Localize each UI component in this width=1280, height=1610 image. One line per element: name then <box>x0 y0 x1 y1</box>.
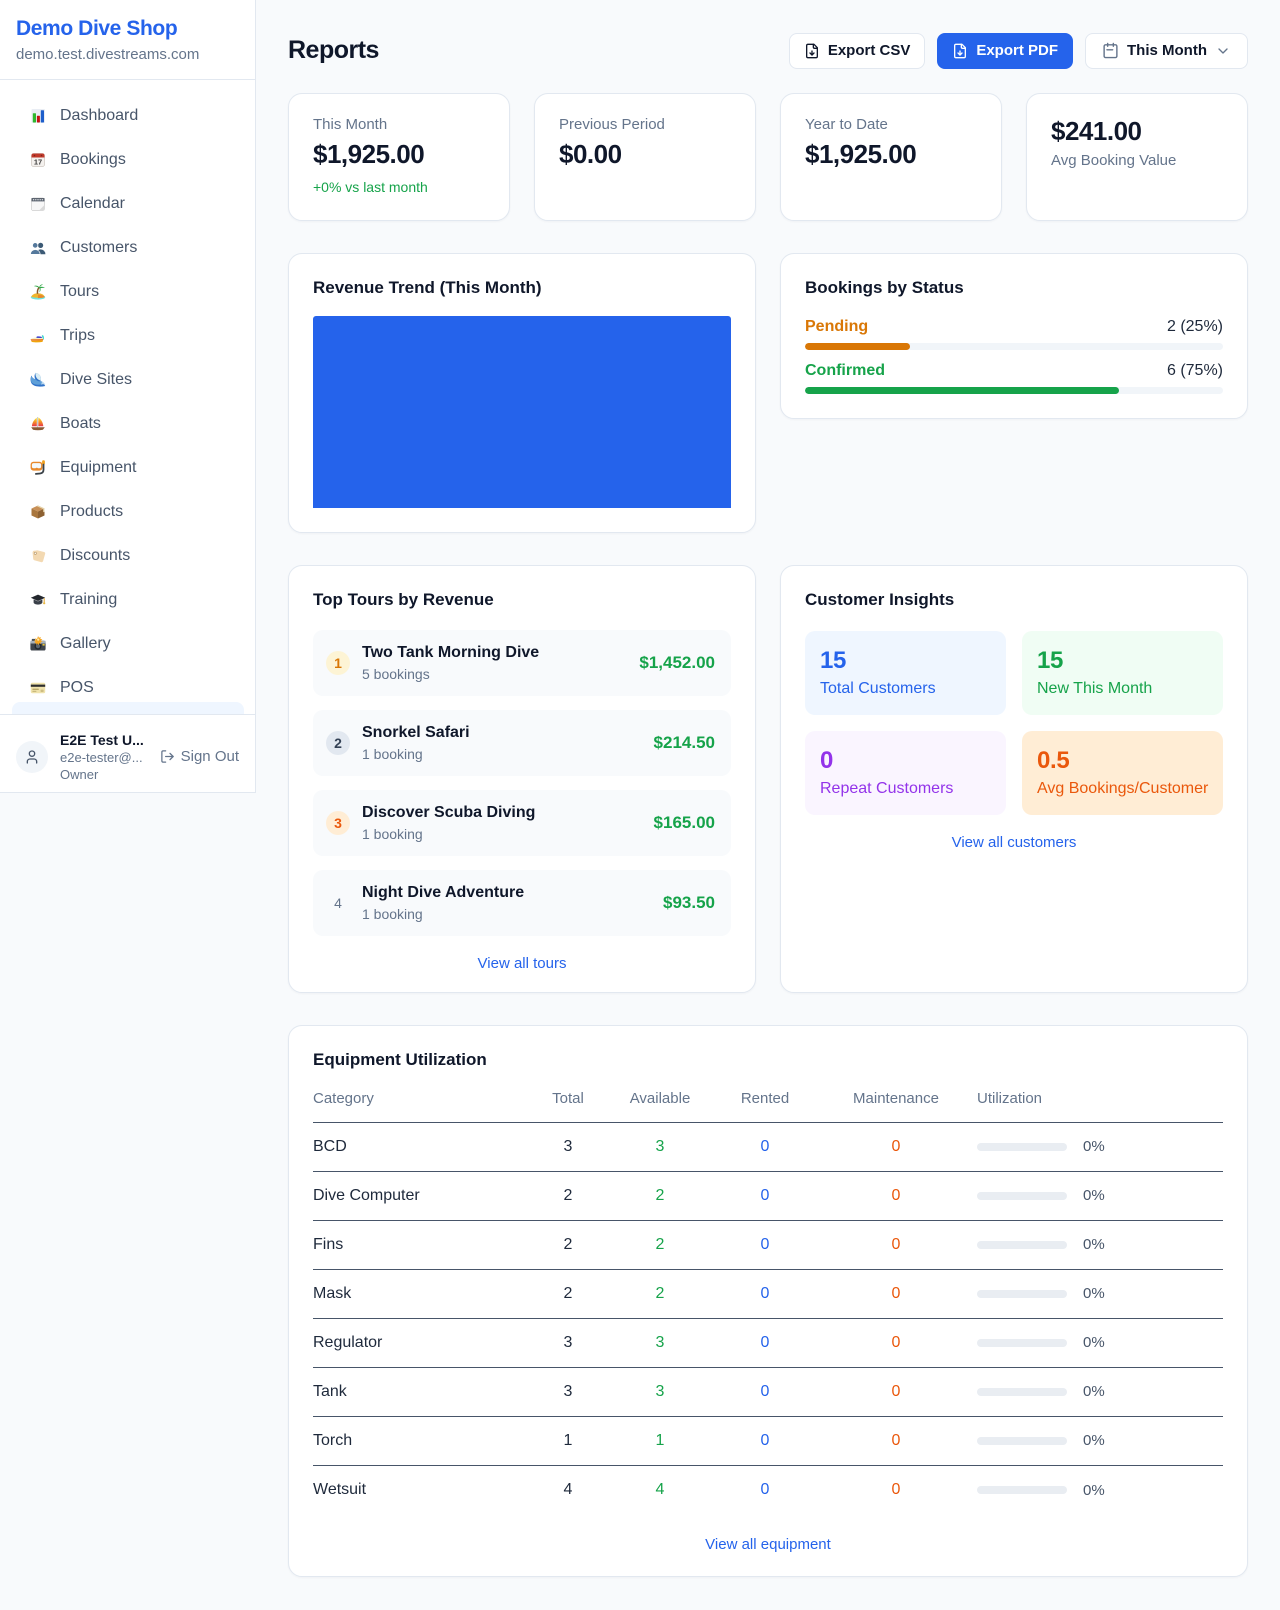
svg-text:17: 17 <box>34 158 42 167</box>
